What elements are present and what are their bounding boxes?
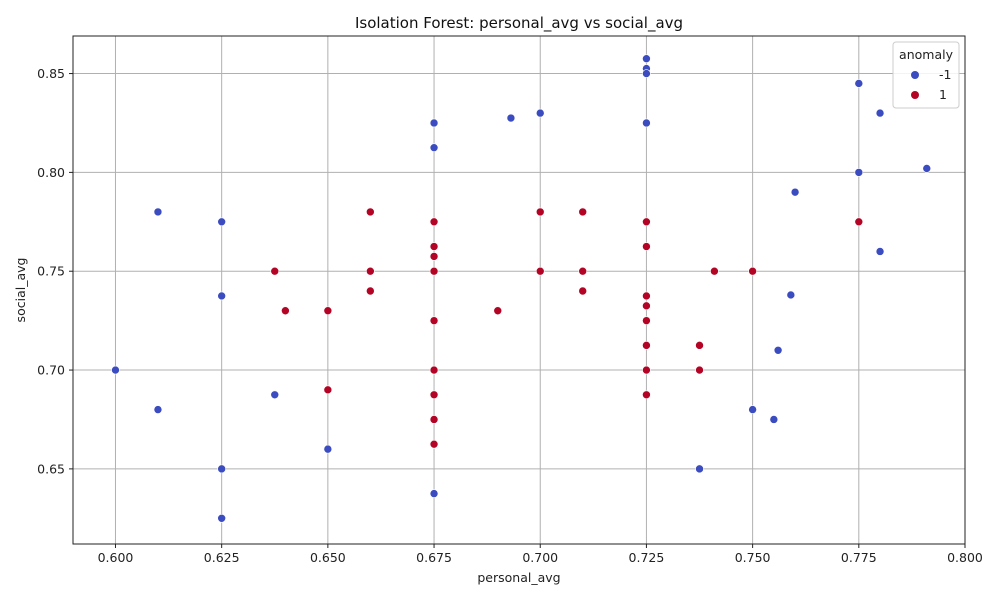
data-point <box>217 464 226 474</box>
data-point <box>695 464 704 474</box>
data-point <box>535 207 545 217</box>
data-point <box>323 444 333 454</box>
x-tick-label: 0.725 <box>629 550 665 565</box>
data-point <box>323 306 333 316</box>
legend-label-neg1: -1 <box>939 67 951 82</box>
grid-lines <box>73 36 966 544</box>
legend-marker-pos1 <box>911 91 919 99</box>
y-tick-label: 0.65 <box>37 461 65 476</box>
legend-label-pos1: 1 <box>939 87 947 102</box>
data-point <box>429 390 439 400</box>
data-point <box>323 385 333 395</box>
data-point <box>366 266 375 276</box>
data-point <box>153 405 163 414</box>
data-point <box>217 514 226 523</box>
data-point <box>429 489 439 498</box>
data-point <box>429 415 439 424</box>
y-axis-label: social_avg <box>13 258 28 323</box>
x-tick-label: 0.800 <box>947 550 983 565</box>
x-tick-label: 0.775 <box>841 550 877 565</box>
data-point <box>642 390 651 400</box>
data-point <box>642 54 651 64</box>
data-point <box>153 207 163 217</box>
data-point <box>578 286 588 296</box>
data-point <box>366 286 375 296</box>
x-axis-label: personal_avg <box>477 570 560 585</box>
data-point <box>875 108 885 118</box>
data-point <box>769 415 779 424</box>
x-tick-label: 0.675 <box>416 550 452 565</box>
data-point <box>429 252 439 261</box>
data-point <box>281 306 290 316</box>
data-point <box>429 118 439 128</box>
data-point <box>535 108 545 118</box>
data-point <box>875 247 885 256</box>
y-tick-label: 0.70 <box>37 363 65 378</box>
data-point <box>217 217 226 227</box>
data-point <box>642 341 651 350</box>
data-point <box>429 316 439 325</box>
data-point <box>270 266 280 276</box>
data-point <box>773 345 783 355</box>
x-tick-label: 0.600 <box>98 550 134 565</box>
data-point <box>493 306 503 316</box>
data-point <box>642 316 651 325</box>
data-point <box>535 266 545 276</box>
axis-ticks: 0.600 0.625 0.650 0.675 0.700 0.725 0.750 0.775… <box>37 66 983 565</box>
x-tick-label: 0.650 <box>310 550 346 565</box>
data-point <box>270 390 280 400</box>
data-point <box>854 168 864 177</box>
data-points <box>111 54 932 523</box>
data-point <box>710 266 719 276</box>
x-tick-label: 0.700 <box>522 550 558 565</box>
legend-box <box>892 41 960 109</box>
data-point <box>922 164 932 173</box>
data-point <box>786 290 796 300</box>
legend-marker-neg1 <box>911 71 919 79</box>
data-point <box>695 365 704 375</box>
y-tick-label: 0.80 <box>37 165 65 180</box>
data-point <box>111 365 120 375</box>
data-point <box>429 365 439 375</box>
data-point <box>429 217 439 227</box>
x-tick-label: 0.750 <box>735 550 771 565</box>
data-point <box>642 291 651 301</box>
data-point <box>854 79 864 88</box>
legend-title: anomaly <box>899 47 954 62</box>
data-point <box>642 242 651 251</box>
data-point <box>506 113 516 123</box>
data-point <box>429 242 439 251</box>
y-tick-label: 0.85 <box>37 66 65 81</box>
data-point <box>366 207 375 217</box>
y-tick-label: 0.75 <box>37 264 65 279</box>
data-point <box>429 439 439 449</box>
data-point <box>790 187 800 197</box>
x-tick-label: 0.625 <box>204 550 240 565</box>
data-point <box>429 143 439 152</box>
plot-area-frame <box>72 35 966 545</box>
data-point <box>429 266 439 276</box>
data-point <box>854 217 864 227</box>
data-point <box>578 266 588 276</box>
data-point <box>748 266 757 276</box>
legend: anomaly -1 1 <box>892 41 960 109</box>
data-point <box>217 291 226 301</box>
data-point <box>642 69 651 78</box>
chart-title: Isolation Forest: personal_avg vs social… <box>355 14 683 33</box>
data-point <box>642 301 651 311</box>
data-point <box>578 207 588 217</box>
data-point <box>642 118 651 128</box>
data-point <box>695 341 704 350</box>
data-point <box>642 365 651 375</box>
data-point <box>748 405 757 414</box>
data-point <box>642 217 651 227</box>
